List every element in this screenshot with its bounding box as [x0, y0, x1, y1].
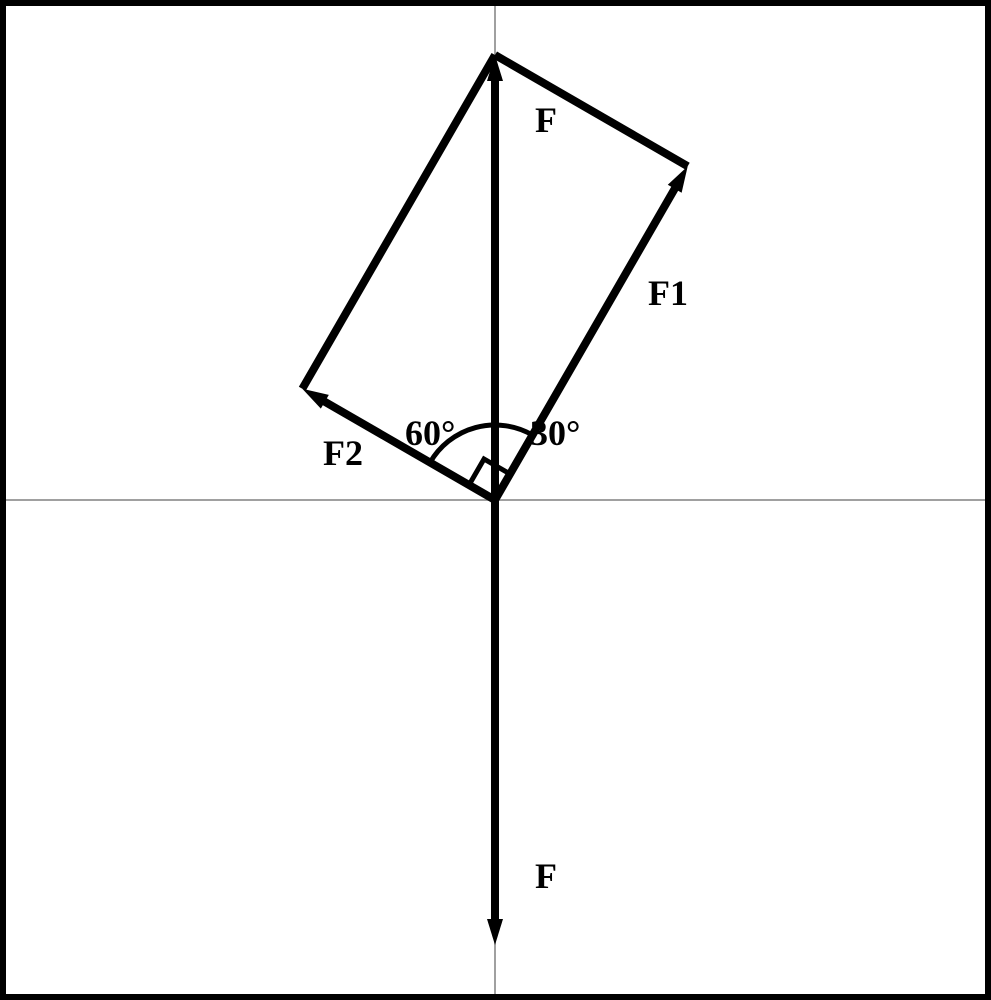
label-angle-30: 30° — [530, 413, 580, 453]
label-angle-60: 60° — [405, 413, 455, 453]
label-f-up: F — [535, 100, 557, 140]
label-f-down: F — [535, 856, 557, 896]
label-f2: F2 — [323, 433, 363, 473]
label-f1: F1 — [648, 273, 688, 313]
